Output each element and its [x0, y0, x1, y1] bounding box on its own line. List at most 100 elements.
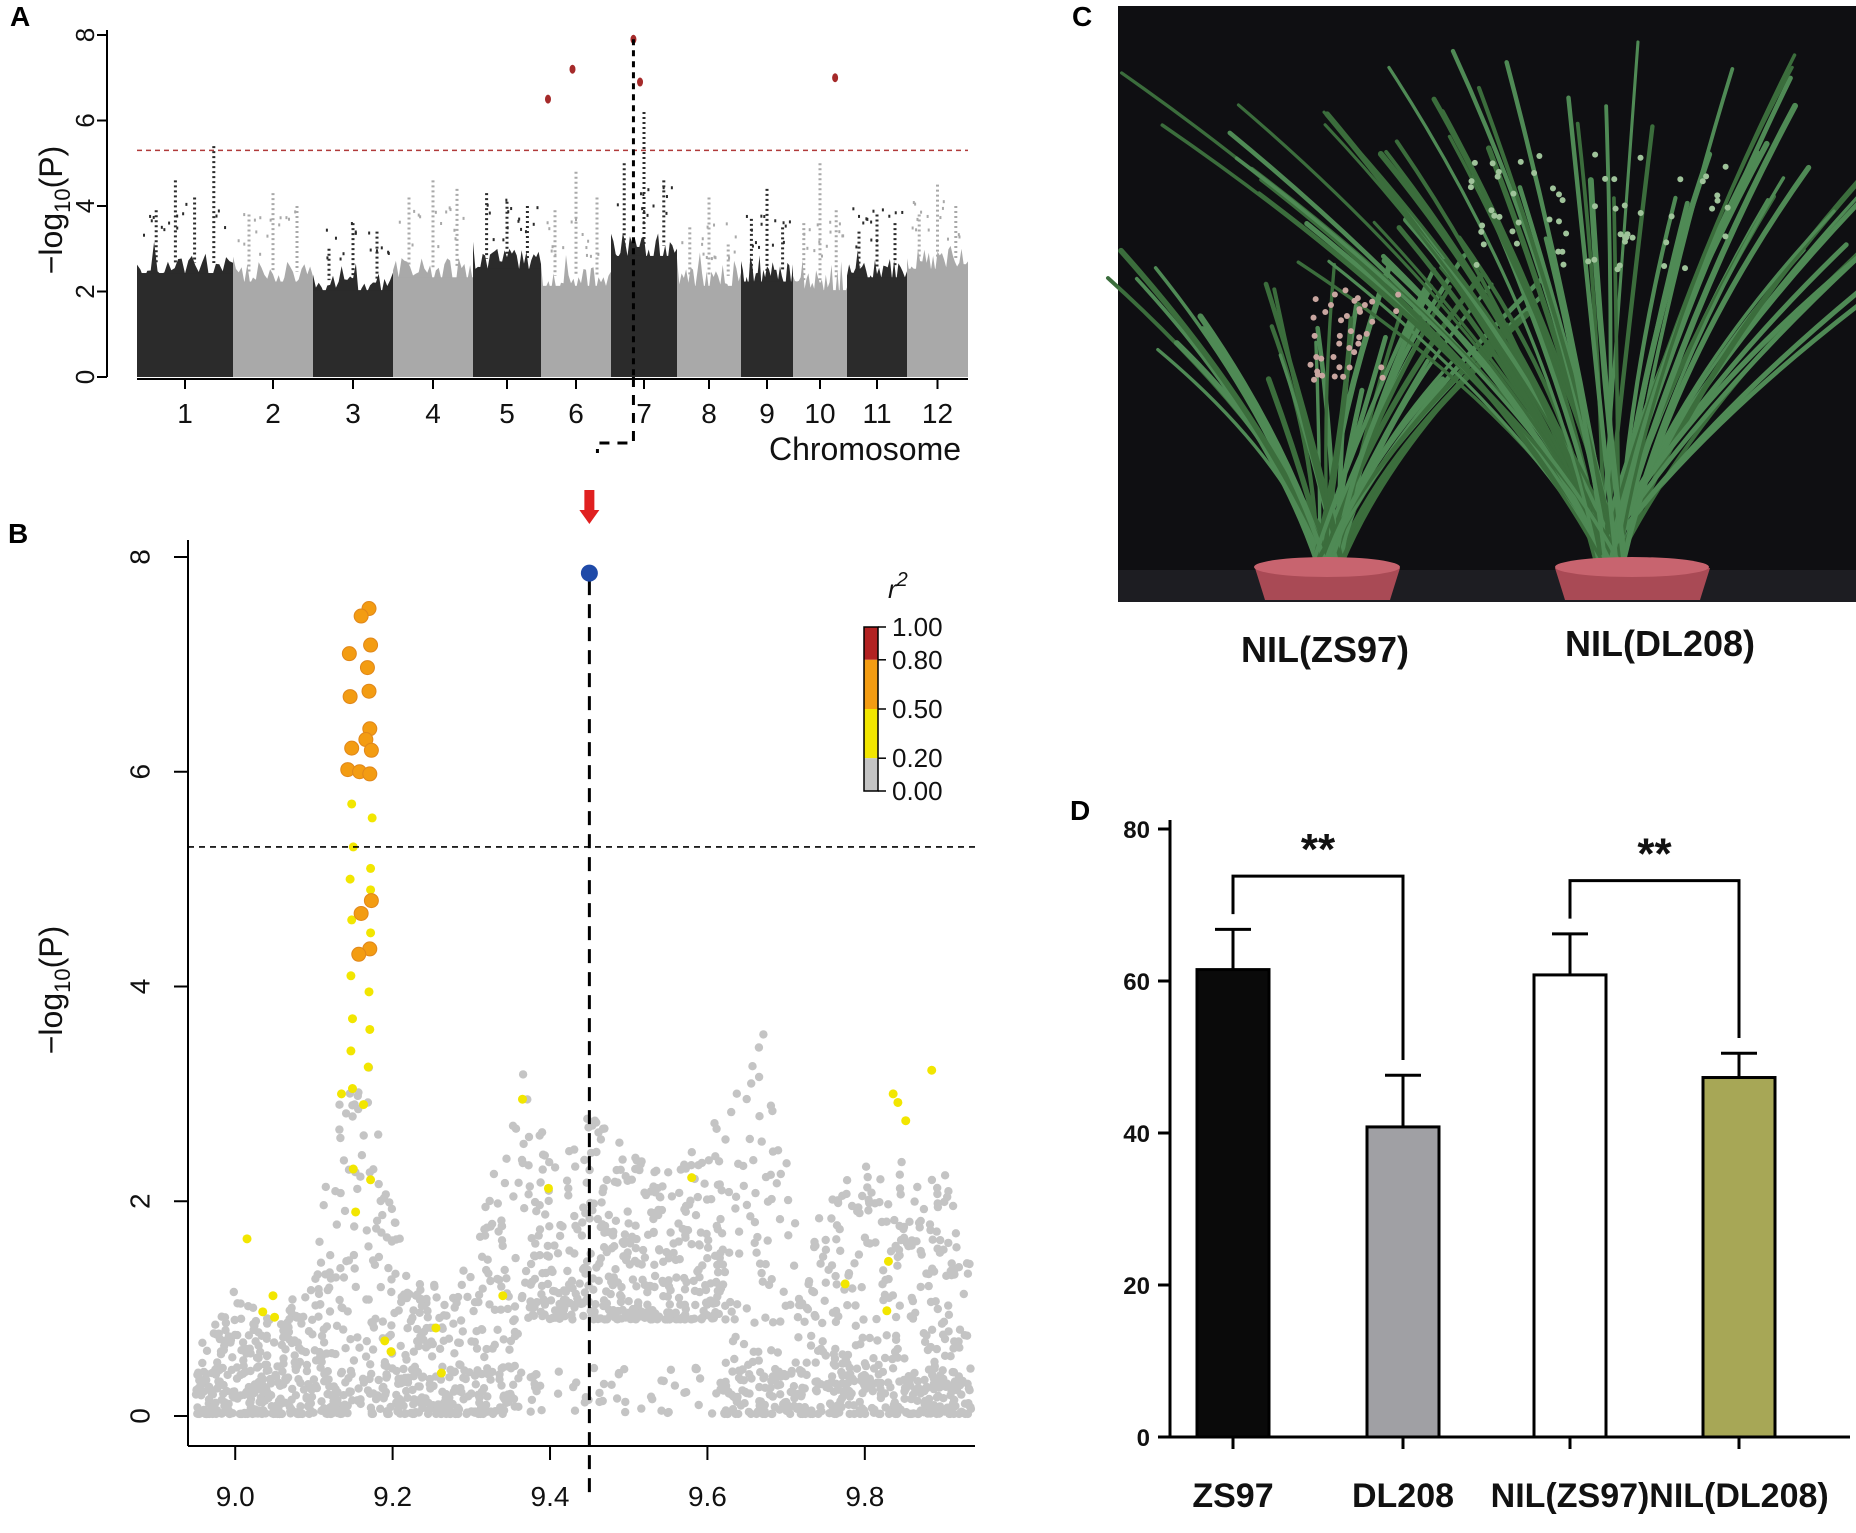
left-panicle-grain	[1322, 308, 1329, 315]
grey-snp-point	[814, 1214, 824, 1223]
grey-snp-point	[382, 1371, 392, 1381]
grey-snp-point	[611, 1216, 621, 1226]
chromosome-4-base	[393, 277, 473, 377]
plant-right-leaf	[1380, 253, 1608, 565]
grey-snp-point	[658, 1182, 667, 1191]
plant-left-leaf	[1320, 369, 1350, 564]
chromosome-6-point	[589, 254, 592, 258]
grey-snp-point	[731, 1393, 740, 1403]
grey-snp-point	[910, 1197, 919, 1206]
left-panicle-grain	[1395, 291, 1402, 298]
grey-snp-point	[691, 1300, 700, 1310]
chromosome-10-point	[818, 240, 821, 244]
grey-snp-point	[939, 1317, 949, 1327]
grey-snp-point	[794, 1333, 803, 1342]
panel-b-regional: B 0 2 4 6 8 9.0 9.2 9.4 9.6 9.8 1.000.80 0.50 0.200.…	[8, 490, 976, 1512]
panel-b-y-tick-label: 2	[124, 1193, 155, 1209]
chromosome-8-point	[710, 257, 713, 261]
grey-snp-point	[754, 1043, 764, 1052]
grey-snp-point	[304, 1327, 314, 1336]
grey-snp-point	[734, 1227, 744, 1236]
grey-snp-point	[643, 1300, 652, 1309]
grey-snp-point	[449, 1387, 458, 1396]
plant-right-leaf	[1476, 85, 1620, 565]
grey-snp-point	[675, 1255, 684, 1264]
grey-snp-point	[612, 1394, 622, 1403]
grey-snp-point	[763, 1236, 772, 1245]
grey-snp-point	[569, 1382, 578, 1392]
right-panicle-grain	[1592, 151, 1599, 158]
grey-snp-point	[691, 1211, 701, 1220]
grey-snp-point	[526, 1407, 535, 1416]
plant-right-leaf	[1620, 164, 1812, 565]
orange-snp-point	[362, 766, 378, 782]
grey-snp-point	[858, 1191, 867, 1201]
grey-snp-point	[950, 1270, 959, 1279]
yellow-snp-point	[927, 1065, 937, 1075]
grey-snp-point	[897, 1157, 906, 1167]
chromosome-10-point	[806, 246, 809, 250]
yellow-snp-point	[543, 1183, 553, 1193]
legend-break-label: 0.20	[892, 743, 943, 773]
yellow-snp-point	[258, 1307, 268, 1317]
grey-snp-point	[640, 1188, 649, 1197]
grey-snp-point	[604, 1272, 613, 1281]
grey-snp-point	[325, 1307, 335, 1316]
grey-snp-point	[920, 1375, 929, 1385]
yellow-snp-point	[883, 1256, 893, 1266]
grey-snp-point	[838, 1379, 847, 1388]
grey-snp-point	[550, 1163, 560, 1172]
grey-snp-point	[895, 1221, 904, 1231]
grey-snp-point	[900, 1394, 909, 1404]
grey-snp-point	[600, 1221, 610, 1231]
right-panicle-grain	[1677, 176, 1684, 183]
grey-snp-point	[940, 1197, 949, 1207]
chromosome-3-point	[380, 246, 383, 250]
grey-snp-point	[543, 1279, 553, 1289]
grey-snp-point	[767, 1346, 776, 1355]
right-panicle-grain	[1509, 228, 1516, 235]
grey-snp-point	[820, 1296, 829, 1306]
bar-category-label: NIL(DL208)	[1649, 1477, 1828, 1515]
chromosome-8-point	[713, 223, 716, 227]
grey-snp-point	[486, 1222, 495, 1231]
orange-snp-point	[344, 740, 360, 756]
chromosome-7-point	[641, 207, 644, 211]
grey-snp-point	[440, 1300, 449, 1310]
yellow-snp-point	[380, 1336, 390, 1346]
grey-snp-point	[450, 1349, 459, 1358]
chromosome-11-point	[855, 245, 858, 249]
grey-snp-point	[633, 1259, 643, 1268]
grey-snp-point	[291, 1365, 300, 1375]
grey-snp-point	[632, 1234, 641, 1244]
grey-snp-point	[861, 1162, 871, 1171]
grey-snp-point	[930, 1362, 939, 1371]
grey-snp-point	[836, 1246, 845, 1256]
grey-snp-point	[339, 1273, 349, 1282]
chromosome-3-base	[313, 290, 393, 377]
grey-snp-point	[604, 1305, 613, 1314]
grey-snp-point	[444, 1334, 454, 1343]
left-panicle-grain	[1393, 308, 1400, 315]
grey-snp-point	[827, 1372, 837, 1381]
grey-snp-point	[564, 1191, 573, 1200]
grey-snp-point	[940, 1171, 950, 1180]
grey-snp-point	[374, 1375, 383, 1385]
grey-snp-point	[916, 1282, 925, 1292]
grey-snp-point	[455, 1338, 464, 1348]
grey-snp-point	[804, 1277, 814, 1286]
grey-snp-point	[642, 1309, 651, 1318]
grey-snp-point	[397, 1374, 406, 1383]
grey-snp-point	[691, 1364, 700, 1374]
plant-right-leaf	[1234, 156, 1622, 564]
chromosome-12-point	[939, 216, 942, 220]
grey-snp-point	[343, 1307, 352, 1316]
grey-snp-point	[739, 1161, 748, 1171]
grey-snp-point	[337, 1367, 347, 1377]
grey-snp-point	[638, 1275, 647, 1285]
grey-snp-point	[349, 1250, 359, 1260]
grey-snp-point	[329, 1405, 338, 1414]
grey-snp-point	[687, 1240, 696, 1249]
grey-snp-point	[727, 1107, 736, 1117]
chromosome-9-point	[760, 222, 763, 226]
